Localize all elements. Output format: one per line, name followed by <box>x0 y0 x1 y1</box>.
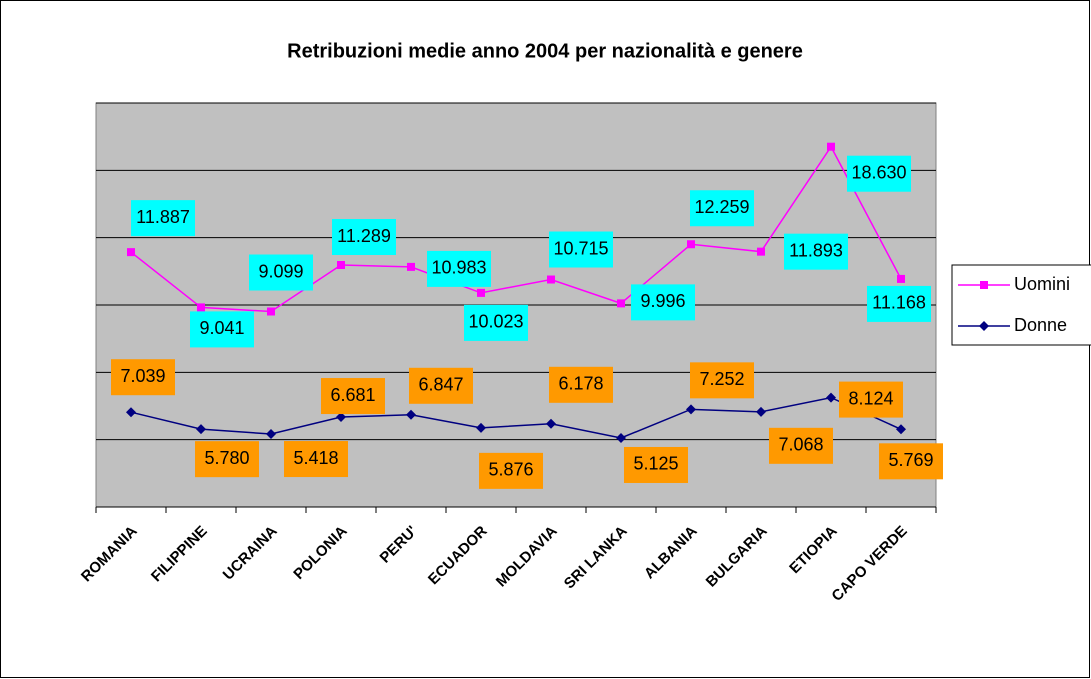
data-label-box <box>549 231 613 268</box>
marker <box>127 248 135 257</box>
data-label-box <box>479 452 543 489</box>
marker <box>477 288 485 297</box>
marker <box>897 274 905 283</box>
marker <box>547 275 555 284</box>
marker <box>406 409 416 420</box>
data-label-box <box>867 285 931 322</box>
marker <box>686 404 696 415</box>
marker <box>337 261 345 270</box>
marker <box>617 299 625 308</box>
chart-title: Retribuzioni medie anno 2004 per naziona… <box>287 40 803 62</box>
marker <box>196 424 206 435</box>
data-label-box <box>847 155 911 192</box>
data-label: 11.289 <box>337 226 391 246</box>
marker <box>687 240 695 249</box>
data-label: 5.876 <box>488 460 533 480</box>
data-label-box <box>195 441 259 478</box>
marker <box>896 424 906 435</box>
data-label-box <box>690 190 754 227</box>
data-label-box <box>549 366 613 403</box>
data-label: 9.996 <box>640 291 685 311</box>
data-label: 5.769 <box>888 450 933 470</box>
data-label: 5.418 <box>293 448 338 468</box>
data-label-box <box>332 219 396 256</box>
legend-label: Uomini <box>1014 274 1070 294</box>
marker <box>546 418 556 429</box>
data-label-box <box>624 446 688 483</box>
data-label-box <box>839 381 903 418</box>
marker <box>756 406 766 417</box>
data-label: 9.041 <box>199 318 244 338</box>
data-label-box <box>879 443 943 480</box>
data-label-box <box>784 233 848 270</box>
data-label-box <box>249 254 313 291</box>
data-label: 18.630 <box>851 162 906 182</box>
marker <box>476 422 486 433</box>
data-label-box <box>284 441 348 478</box>
line <box>130 396 902 439</box>
data-label: 5.780 <box>204 448 249 468</box>
data-label: 10.983 <box>431 258 486 278</box>
data-label: 11.887 <box>136 207 190 227</box>
legend-marker <box>979 321 989 331</box>
data-label: 8.124 <box>848 388 893 408</box>
marker <box>827 142 835 151</box>
data-label-box <box>427 250 491 287</box>
marker <box>826 392 836 403</box>
data-label: 6.681 <box>330 385 375 405</box>
data-label-box <box>769 427 833 464</box>
data-label-box <box>131 200 195 237</box>
marker <box>757 247 765 256</box>
legend-marker <box>980 281 988 289</box>
legend-label: Donne <box>1014 315 1067 335</box>
data-label: 5.125 <box>633 454 678 474</box>
data-label: 6.178 <box>558 374 603 394</box>
data-label-box <box>111 359 175 396</box>
marker <box>616 432 626 443</box>
data-label: 10.023 <box>468 312 523 332</box>
data-label: 7.252 <box>699 369 744 389</box>
data-label: 11.893 <box>789 240 843 260</box>
data-label: 12.259 <box>694 197 749 217</box>
marker <box>266 429 276 440</box>
data-label-box <box>631 284 695 321</box>
data-label-box <box>321 378 385 415</box>
marker <box>407 262 415 271</box>
data-label: 7.039 <box>120 366 165 386</box>
marker <box>126 407 136 418</box>
data-label-box <box>690 362 754 399</box>
data-label: 9.099 <box>258 261 303 281</box>
line <box>130 145 902 313</box>
marker <box>336 412 346 423</box>
data-label-box <box>190 311 254 348</box>
data-label-box <box>409 367 473 404</box>
data-label: 7.068 <box>778 435 823 455</box>
marker <box>267 307 275 316</box>
data-label: 6.847 <box>418 375 463 395</box>
data-label: 10.715 <box>553 238 608 258</box>
legend <box>951 264 1091 346</box>
data-label-box <box>464 304 528 341</box>
marker <box>197 303 205 312</box>
data-label: 11.168 <box>872 293 926 313</box>
